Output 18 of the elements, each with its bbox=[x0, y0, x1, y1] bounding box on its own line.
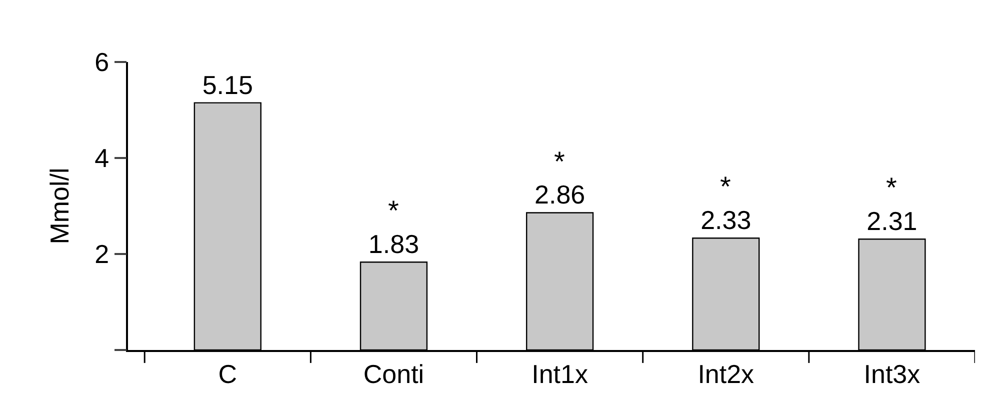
annotation: * bbox=[554, 146, 565, 177]
annotation: * bbox=[720, 171, 731, 202]
x-tick-label: Int3x bbox=[864, 358, 920, 389]
data-label: 2.86 bbox=[534, 180, 586, 210]
x-tick-label: Int1x bbox=[532, 358, 588, 389]
y-axis-title: Mmol/l bbox=[44, 168, 74, 244]
x-tick-label: Conti bbox=[363, 358, 424, 389]
annotation: * bbox=[886, 172, 897, 203]
y-tick-label: 6 bbox=[94, 47, 110, 78]
x-tick-label: C bbox=[218, 358, 238, 389]
data-label: 2.33 bbox=[700, 205, 752, 236]
annotation: * bbox=[388, 195, 399, 226]
x-tick-label: Int2x bbox=[698, 358, 754, 389]
y-tick-label: 4 bbox=[94, 143, 110, 174]
y-tick-label: 2 bbox=[94, 239, 110, 270]
data-label: 5.15 bbox=[202, 70, 253, 100]
data-label: 1.83 bbox=[368, 229, 420, 260]
data-label: 2.31 bbox=[866, 206, 918, 236]
